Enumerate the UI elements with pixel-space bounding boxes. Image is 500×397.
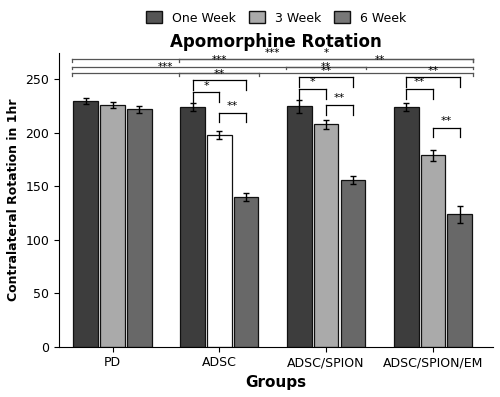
Text: **: ** (440, 116, 452, 126)
Bar (340, 180, 365, 347)
Text: ***: *** (212, 56, 227, 66)
Bar (100, 105, 125, 347)
Text: ***: *** (265, 48, 280, 58)
Text: **: ** (428, 66, 438, 76)
Text: ***: *** (158, 62, 174, 72)
Legend: One Week, 3 Week, 6 Week: One Week, 3 Week, 6 Week (144, 9, 408, 27)
Text: *: * (203, 81, 209, 91)
Text: *: * (324, 48, 328, 58)
Bar (74, 101, 98, 347)
Bar (314, 124, 338, 347)
Text: **: ** (414, 77, 425, 87)
Bar (234, 197, 258, 347)
Bar (207, 135, 232, 347)
Text: **: ** (214, 69, 225, 79)
Bar (394, 107, 418, 347)
Text: *: * (310, 77, 316, 87)
Text: **: ** (334, 93, 345, 104)
X-axis label: Groups: Groups (246, 375, 306, 390)
Title: Apomorphine Rotation: Apomorphine Rotation (170, 33, 382, 51)
Text: **: ** (374, 56, 384, 66)
Text: **: ** (320, 66, 332, 76)
Bar (127, 109, 152, 347)
Bar (448, 214, 472, 347)
Text: **: ** (321, 62, 332, 72)
Bar (287, 106, 312, 347)
Bar (180, 107, 205, 347)
Text: **: ** (227, 101, 238, 111)
Y-axis label: Contralateral Rotation in 1hr: Contralateral Rotation in 1hr (7, 98, 20, 301)
Bar (420, 155, 446, 347)
